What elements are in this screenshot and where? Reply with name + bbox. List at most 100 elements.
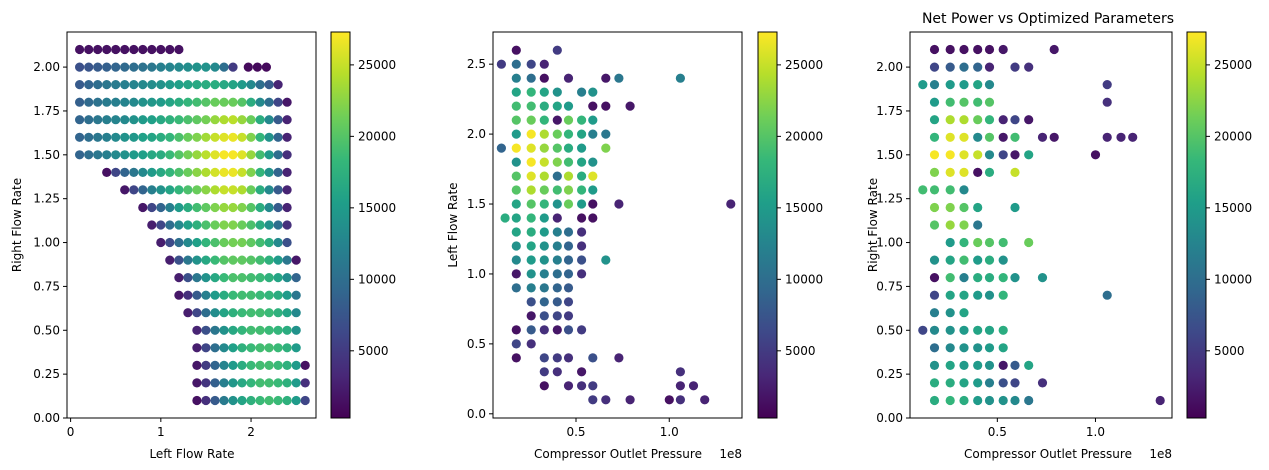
- scatter-point: [183, 290, 193, 300]
- scatter-point: [75, 62, 85, 72]
- scatter-point: [138, 185, 148, 195]
- scatter-point: [120, 97, 130, 107]
- scatter-point: [192, 273, 202, 283]
- scatter-point: [192, 290, 202, 300]
- scatter-point: [959, 185, 969, 195]
- scatter-point: [264, 167, 274, 177]
- scatter-point: [264, 132, 274, 142]
- scatter-point: [918, 80, 928, 90]
- scatter-point: [228, 97, 238, 107]
- scatter-point: [1010, 360, 1020, 370]
- scatter-point: [563, 283, 574, 293]
- scatter-point: [246, 132, 256, 142]
- scatter-point: [174, 132, 184, 142]
- scatter-point: [165, 220, 175, 230]
- scatter-point: [120, 115, 130, 125]
- scatter-point: [945, 395, 955, 406]
- scatter-point: [273, 360, 283, 370]
- scatter-point: [1010, 202, 1020, 213]
- scatter-point: [237, 97, 247, 107]
- panel-3-xticks: 0.5 1.0: [988, 418, 1105, 439]
- scatter-point: [929, 255, 940, 265]
- scatter-point: [84, 62, 94, 72]
- scatter-point: [588, 129, 598, 139]
- scatter-point: [174, 255, 184, 265]
- scatter-point: [102, 115, 112, 125]
- scatter-point: [552, 101, 562, 111]
- scatter-point: [959, 395, 969, 406]
- scatter-point: [945, 62, 955, 72]
- scatter-point: [93, 150, 103, 160]
- scatter-point: [237, 325, 247, 335]
- scatter-point: [1155, 395, 1165, 406]
- scatter-point: [929, 273, 940, 283]
- scatter-point: [201, 167, 211, 177]
- scatter-point: [539, 241, 549, 251]
- scatter-point: [577, 255, 587, 265]
- scatter-point: [998, 360, 1008, 370]
- panel-3-colorbar: [1186, 31, 1207, 419]
- scatter-point: [511, 255, 521, 265]
- scatter-point: [282, 150, 292, 160]
- scatter-point: [255, 255, 265, 265]
- scatter-point: [219, 343, 229, 353]
- scatter-point: [945, 80, 955, 90]
- scatter-point: [192, 97, 202, 107]
- scatter-point: [165, 150, 175, 160]
- scatter-point: [552, 311, 562, 321]
- scatter-point: [201, 343, 211, 353]
- scatter-point: [237, 343, 247, 353]
- scatter-point: [273, 132, 283, 142]
- scatter-point: [201, 360, 211, 370]
- scatter-point: [563, 297, 574, 307]
- scatter-point: [174, 237, 184, 248]
- colorbar-tick-label: 10000: [358, 272, 396, 286]
- scatter-point: [84, 97, 94, 107]
- scatter-point: [539, 269, 549, 279]
- scatter-point: [255, 185, 265, 195]
- scatter-point: [75, 80, 85, 90]
- scatter-point: [539, 297, 549, 307]
- scatter-point: [273, 185, 283, 195]
- scatter-point: [552, 185, 562, 195]
- scatter-point: [111, 132, 121, 142]
- scatter-point: [998, 237, 1008, 248]
- scatter-point: [201, 308, 211, 318]
- scatter-point: [201, 325, 211, 335]
- scatter-point: [264, 185, 274, 195]
- y-tick-label: 2.5: [467, 57, 486, 71]
- scatter-point: [255, 237, 265, 248]
- scatter-point: [539, 73, 549, 83]
- scatter-point: [1024, 237, 1034, 248]
- scatter-point: [511, 283, 521, 293]
- scatter-point: [929, 360, 940, 370]
- scatter-point: [973, 378, 983, 388]
- scatter-point: [252, 62, 262, 72]
- y-tick-label: 2.0: [467, 127, 486, 141]
- scatter-point: [183, 185, 193, 195]
- scatter-point: [138, 202, 148, 213]
- scatter-point: [526, 157, 536, 167]
- scatter-point: [601, 101, 611, 111]
- scatter-point: [511, 339, 521, 349]
- scatter-point: [282, 378, 292, 388]
- scatter-point: [93, 44, 103, 55]
- scatter-point: [255, 290, 265, 300]
- scatter-point: [511, 353, 521, 363]
- scatter-point: [138, 62, 148, 72]
- scatter-point: [273, 97, 283, 107]
- scatter-point: [1049, 44, 1059, 55]
- scatter-point: [984, 360, 995, 370]
- scatter-point: [998, 325, 1008, 335]
- scatter-point: [165, 185, 175, 195]
- scatter-point: [998, 132, 1008, 142]
- scatter-point: [282, 202, 292, 213]
- scatter-point: [201, 132, 211, 142]
- scatter-point: [192, 202, 202, 213]
- scatter-point: [93, 132, 103, 142]
- scatter-point: [246, 115, 256, 125]
- scatter-point: [201, 220, 211, 230]
- scatter-point: [192, 167, 202, 177]
- scatter-point: [945, 378, 955, 388]
